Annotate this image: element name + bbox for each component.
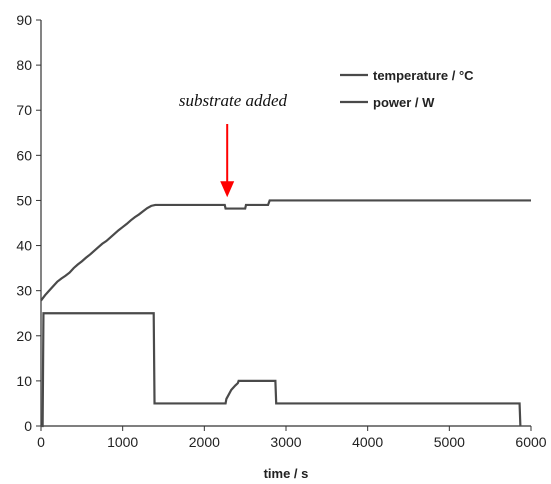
- y-tick-label: 20: [16, 328, 32, 344]
- x-tick-label: 6000: [515, 434, 546, 450]
- y-tick-label: 70: [16, 102, 32, 118]
- annotation-label: substrate added: [179, 91, 288, 110]
- y-tick-label: 80: [16, 57, 32, 73]
- y-tick-label: 50: [16, 192, 32, 208]
- legend-label-power-w: power / W: [373, 95, 435, 110]
- x-tick-label: 4000: [352, 434, 383, 450]
- annotation-arrow-head: [220, 181, 235, 198]
- x-ticks: 0 1000 2000 3000 4000 5000 6000: [37, 426, 547, 450]
- y-tick-label: 60: [16, 147, 32, 163]
- x-tick-label: 2000: [189, 434, 220, 450]
- y-tick-label: 30: [16, 283, 32, 299]
- x-axis-title: time / s: [264, 466, 309, 481]
- y-tick-label: 40: [16, 238, 32, 254]
- series-line-power-w: [41, 312, 522, 428]
- series-group: [40, 199, 531, 428]
- y-tick-label: 90: [16, 12, 32, 28]
- y-ticks: 0 10 20 30 40 50 60 70 80 90: [16, 12, 41, 434]
- x-tick-label: 3000: [270, 434, 301, 450]
- y-tick-label: 0: [24, 418, 32, 434]
- series-line-temperature-c: [40, 199, 531, 302]
- legend: temperature / °C power / W: [340, 68, 474, 110]
- x-tick-label: 5000: [434, 434, 465, 450]
- x-tick-label: 0: [37, 434, 45, 450]
- y-tick-label: 10: [16, 373, 32, 389]
- legend-label-temperature-c: temperature / °C: [373, 68, 474, 83]
- x-tick-label: 1000: [107, 434, 138, 450]
- annotation: substrate added: [179, 91, 288, 198]
